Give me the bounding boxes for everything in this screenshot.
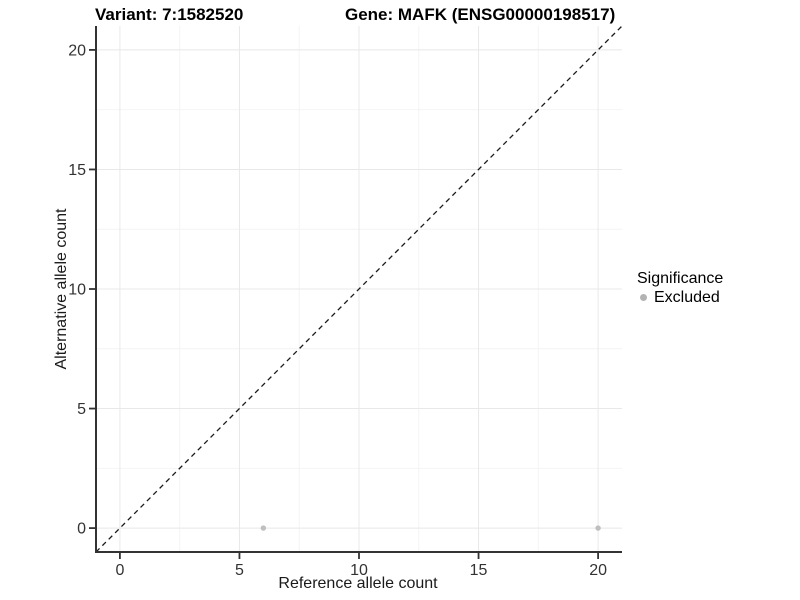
x-axis-label: Reference allele count [278, 575, 438, 592]
excluded-point-icon [640, 294, 647, 301]
x-tick-label: 20 [589, 562, 607, 579]
data-point [260, 525, 267, 531]
y-tick-label: 5 [77, 401, 86, 418]
x-tick-label: 10 [350, 562, 368, 579]
y-tick-label: 15 [68, 162, 86, 179]
y-tick-label: 0 [77, 521, 86, 538]
y-tick-label: 10 [68, 282, 86, 299]
identity-line [95, 25, 623, 553]
x-tick-label: 0 [115, 562, 124, 579]
x-tick-label: 15 [470, 562, 488, 579]
gene-title: Gene: MAFK (ENSG00000198517) [345, 5, 616, 24]
x-tick-label: 5 [235, 562, 244, 579]
variant-title: Variant: 7:1582520 [95, 5, 244, 24]
legend: Significance Excluded [637, 269, 723, 307]
data-point [595, 525, 601, 531]
y-axis-label: Alternative allele count [53, 208, 70, 370]
legend-title: Significance [637, 270, 724, 287]
y-tick-label: 20 [68, 42, 86, 59]
legend-item-excluded: Excluded [637, 288, 723, 307]
legend-item-label: Excluded [654, 289, 720, 306]
